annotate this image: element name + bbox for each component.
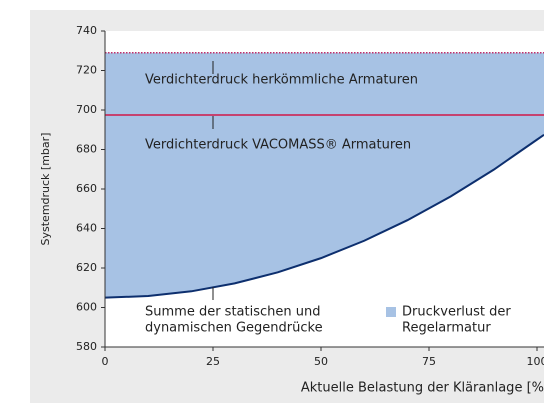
x-tick-label: 50 xyxy=(314,355,328,368)
x-tick-label: 25 xyxy=(206,355,220,368)
y-tick-label: 700 xyxy=(76,103,97,116)
pressure-loss-area xyxy=(105,52,544,298)
x-axis-label: Aktuelle Belastung der Kläranlage [% xyxy=(301,381,544,396)
y-tick-label: 580 xyxy=(76,340,97,353)
y-tick-label: 640 xyxy=(76,222,97,235)
middle-line-label: Verdichterdruck VACOMASS® Armaturen xyxy=(145,138,411,153)
x-tick-label: 100 xyxy=(527,355,544,368)
y-tick-label: 600 xyxy=(76,301,97,314)
x-tick-label: 75 xyxy=(422,355,436,368)
curve-label: dynamischen Gegendrücke xyxy=(145,321,323,336)
y-tick-label: 720 xyxy=(76,64,97,77)
y-tick-label: 680 xyxy=(76,143,97,156)
legend-swatch xyxy=(386,307,396,317)
legend-label: Regelarmatur xyxy=(402,321,491,336)
upper-line-label: Verdichterdruck herkömmliche Armaturen xyxy=(145,73,418,88)
x-tick-label: 0 xyxy=(102,355,109,368)
y-tick-label: 660 xyxy=(76,182,97,195)
y-tick-label: 740 xyxy=(76,24,97,37)
y-tick-label: 620 xyxy=(76,261,97,274)
legend-label: Druckverlust der xyxy=(402,305,511,320)
y-axis-label: Systemdruck [mbar] xyxy=(39,133,52,246)
curve-label: Summe der statischen und xyxy=(145,305,320,320)
curve xyxy=(104,133,544,299)
